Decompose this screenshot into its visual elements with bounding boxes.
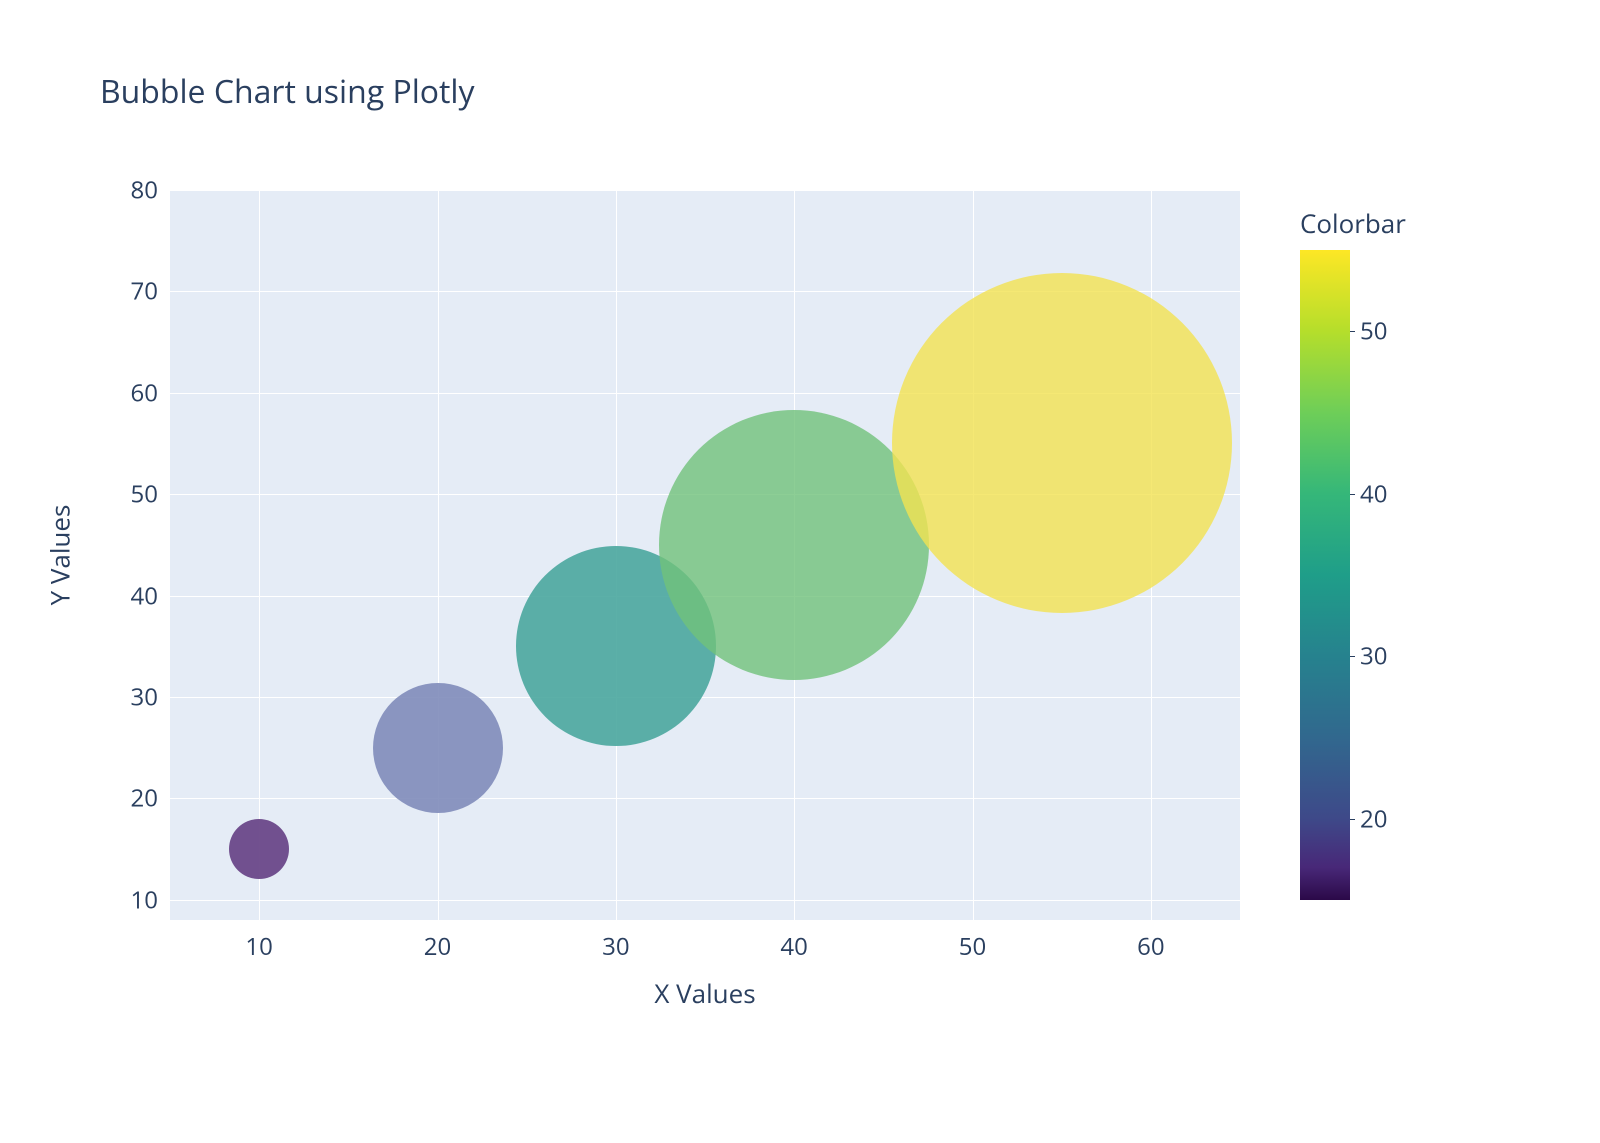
x-tick-label: 10	[245, 930, 272, 963]
y-gridline	[170, 798, 1240, 799]
colorbar-tick-label: 40	[1360, 477, 1387, 510]
colorbar[interactable]: Colorbar 20304050	[1300, 250, 1500, 900]
bubble[interactable]	[659, 410, 929, 680]
chart-title: Bubble Chart using Plotly	[100, 70, 475, 113]
y-tick-label: 40	[131, 579, 158, 612]
y-tick-label: 20	[131, 782, 158, 815]
x-axis-title: X Values	[654, 975, 755, 1011]
y-gridline	[170, 697, 1240, 698]
colorbar-tick-mark	[1350, 494, 1355, 495]
colorbar-tick-label: 50	[1360, 315, 1387, 348]
y-tick-label: 30	[131, 680, 158, 713]
y-tick-label: 50	[131, 478, 158, 511]
x-gridline	[259, 190, 260, 920]
plot-area[interactable]: X Values Y Values 1020304050601020304050…	[170, 190, 1240, 920]
colorbar-gradient	[1300, 250, 1350, 900]
y-tick-label: 60	[131, 376, 158, 409]
colorbar-tick-mark	[1350, 656, 1355, 657]
x-tick-label: 30	[602, 930, 629, 963]
colorbar-tick-mark	[1350, 331, 1355, 332]
colorbar-title: Colorbar	[1300, 205, 1406, 241]
colorbar-tick-label: 20	[1360, 802, 1387, 835]
y-tick-label: 70	[131, 275, 158, 308]
y-tick-label: 80	[131, 174, 158, 207]
colorbar-tick-mark	[1350, 819, 1355, 820]
bubble[interactable]	[892, 273, 1232, 613]
colorbar-tick-label: 30	[1360, 640, 1387, 673]
y-gridline	[170, 900, 1240, 901]
x-tick-label: 20	[424, 930, 451, 963]
bubble[interactable]	[229, 819, 289, 879]
x-tick-label: 50	[959, 930, 986, 963]
bubble[interactable]	[373, 683, 503, 813]
y-gridline	[170, 190, 1240, 191]
y-tick-label: 10	[131, 883, 158, 916]
chart-container: Bubble Chart using Plotly X Values Y Val…	[0, 0, 1600, 1143]
x-tick-label: 40	[780, 930, 807, 963]
y-axis-title: Y Values	[42, 505, 78, 606]
x-tick-label: 60	[1137, 930, 1164, 963]
